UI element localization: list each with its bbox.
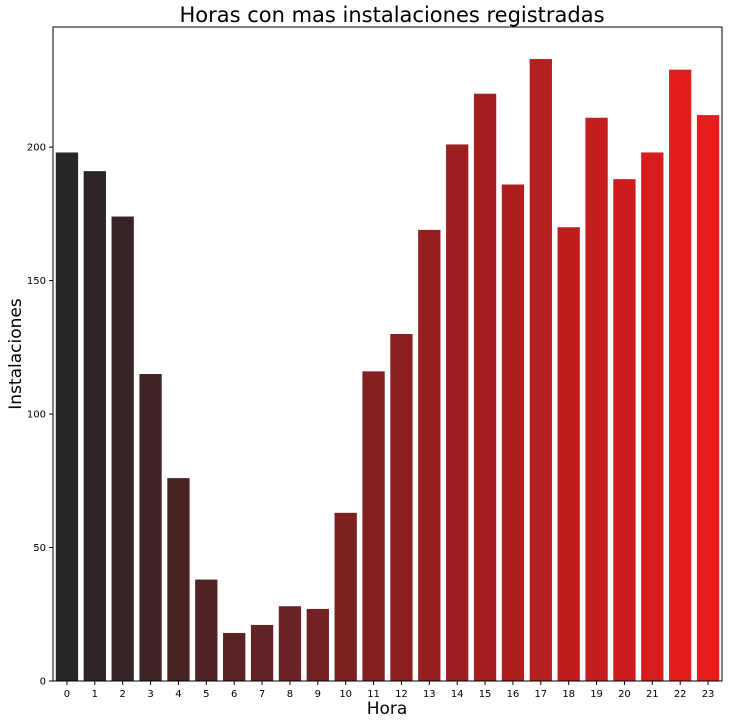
- y-tick-label: 0: [40, 677, 46, 688]
- x-tick-label: 17: [534, 689, 547, 700]
- bar-hour-23: [696, 115, 720, 682]
- bar-hour-11: [362, 371, 385, 681]
- bar-hour-10: [334, 512, 357, 681]
- x-tick-label: 18: [562, 689, 575, 700]
- bar-hour-18: [557, 227, 580, 681]
- bar-hour-16: [501, 184, 525, 681]
- bar-hour-0: [55, 152, 79, 681]
- x-tick-label: 20: [618, 689, 631, 700]
- bar-hour-5: [195, 579, 218, 681]
- bars-group: [55, 59, 720, 682]
- x-tick-label: 5: [203, 689, 209, 700]
- x-tick-label: 4: [175, 689, 181, 700]
- bar-hour-2: [111, 216, 134, 681]
- bar-hour-14: [446, 144, 469, 681]
- x-tick-label: 11: [367, 689, 380, 700]
- y-tick-label: 150: [27, 276, 46, 287]
- x-tick-label: 10: [339, 689, 352, 700]
- x-tick-label: 2: [120, 689, 126, 700]
- x-tick-label: 1: [92, 689, 98, 700]
- x-tick-label: 7: [259, 689, 265, 700]
- bar-hour-9: [306, 608, 329, 681]
- x-axis-label: Hora: [367, 699, 408, 719]
- bar-hour-13: [418, 229, 441, 681]
- chart-title: Horas con mas instalaciones registradas: [179, 3, 604, 27]
- bar-hour-22: [669, 69, 692, 681]
- x-tick-label: 0: [64, 689, 70, 700]
- bar-hour-7: [250, 624, 274, 681]
- bar-hour-8: [278, 606, 302, 681]
- x-tick-label: 14: [451, 689, 464, 700]
- x-tick-label: 3: [147, 689, 153, 700]
- x-tick-label: 6: [231, 689, 237, 700]
- bar-hour-17: [529, 59, 552, 681]
- bar-hour-21: [641, 152, 664, 681]
- x-tick-label: 22: [674, 689, 687, 700]
- y-axis-label: Instalaciones: [6, 298, 26, 410]
- x-tick-label: 12: [395, 689, 408, 700]
- bar-hour-12: [390, 333, 413, 681]
- bar-hour-19: [585, 117, 608, 682]
- bar-hour-15: [473, 93, 497, 682]
- x-tick-label: 13: [423, 689, 436, 700]
- x-tick-label: 9: [315, 689, 321, 700]
- x-tick-label: 23: [702, 689, 715, 700]
- x-tick-label: 16: [507, 689, 520, 700]
- x-tick-label: 19: [590, 689, 603, 700]
- x-tick-label: 8: [287, 689, 293, 700]
- bar-hour-1: [83, 171, 106, 681]
- y-axis-ticks: 0 50 100 150 200: [27, 143, 53, 688]
- x-tick-label: 15: [479, 689, 492, 700]
- bar-hour-6: [223, 632, 246, 681]
- bar-hour-4: [167, 478, 190, 681]
- bar-hour-20: [613, 179, 636, 682]
- bar-hour-3: [139, 374, 162, 681]
- y-tick-label: 100: [27, 410, 46, 421]
- plot-frame: [52, 26, 723, 682]
- y-tick-label: 50: [33, 543, 46, 554]
- x-axis-ticks: 0 1 2 3 4 5 6 7 8 9 10 11 12 13 14 15 16 17 18 19 20 21 22 23: [64, 681, 715, 700]
- x-tick-label: 21: [646, 689, 659, 700]
- y-tick-label: 200: [27, 143, 46, 154]
